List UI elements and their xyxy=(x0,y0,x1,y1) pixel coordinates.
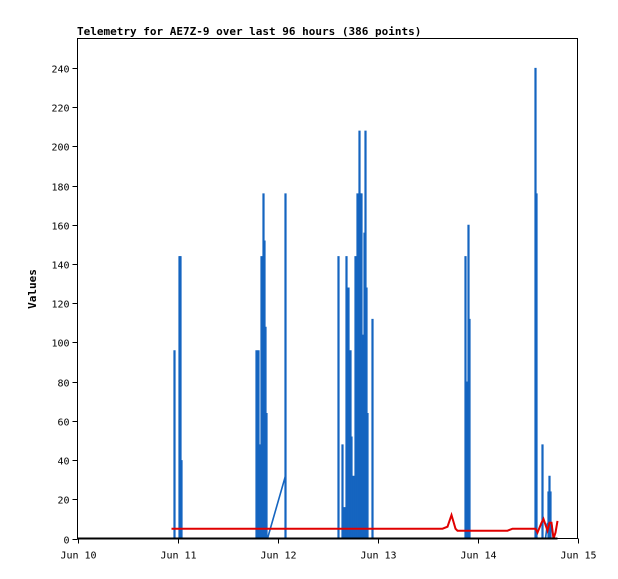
y-tick-label: 80 xyxy=(57,379,69,390)
y-tick-label: 200 xyxy=(51,143,69,154)
x-tick-label: Jun 11 xyxy=(160,551,196,562)
x-tick-label: Jun 12 xyxy=(260,551,296,562)
x-tick-label: Jun 13 xyxy=(360,551,396,562)
y-tick-label: 240 xyxy=(51,65,69,76)
y-axis: 0 20 40 60 80 100 120 140 160 180 200 220 240 xyxy=(51,65,78,547)
y-tick-label: 0 xyxy=(63,536,69,547)
chart-title: Telemetry for AE7Z-9 over last 96 hours … xyxy=(77,25,421,38)
y-tick-label: 180 xyxy=(51,183,69,194)
plot-frame xyxy=(77,38,578,539)
y-axis-label: Values xyxy=(26,269,39,309)
y-tick-label: 140 xyxy=(51,261,69,272)
y-tick-label: 120 xyxy=(51,300,69,311)
series-2-line xyxy=(171,511,559,539)
x-tick-label: Jun 15 xyxy=(560,551,596,562)
x-tick-label: Jun 10 xyxy=(60,551,96,562)
y-tick-label: 220 xyxy=(51,104,69,115)
y-tick-label: 40 xyxy=(57,457,69,468)
x-tick-label: Jun 14 xyxy=(460,551,496,562)
series-layer xyxy=(77,67,559,540)
y-tick-label: 60 xyxy=(57,418,69,429)
x-axis: Jun 10 Jun 11 Jun 12 Jun 13 Jun 14 Jun 15 xyxy=(60,538,597,562)
y-tick-label: 160 xyxy=(51,222,69,233)
y-tick-label: 100 xyxy=(51,339,69,350)
y-tick-label: 20 xyxy=(57,496,69,507)
